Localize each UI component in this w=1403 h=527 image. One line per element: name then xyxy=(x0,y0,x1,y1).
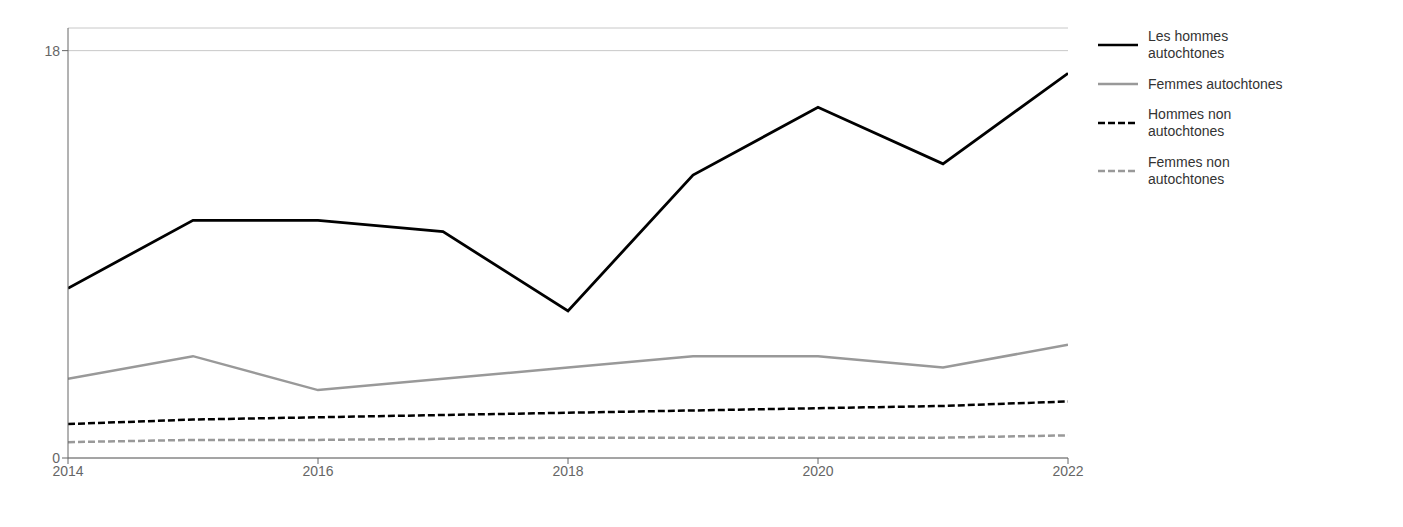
svg-text:2014: 2014 xyxy=(52,462,84,479)
html-text:Les hommes autochtones: Les hommes autochtones xyxy=(1148,28,1229,61)
html-text:Hommes non autochtones: Hommes non autochtones xyxy=(1148,106,1232,140)
svg-text:2020: 2020 xyxy=(802,463,833,479)
svg-text:18: 18 xyxy=(44,43,60,59)
html-text:Femmes autochtones: Femmes autochtones xyxy=(1148,75,1283,92)
svg-text:0: 0 xyxy=(52,450,60,466)
svg-text:2016: 2016 xyxy=(302,463,333,479)
html-text:Femmes non autochtones: Femmes non autochtones xyxy=(1148,154,1230,187)
svg-text:2018: 2018 xyxy=(552,463,583,479)
svg-text:2022: 2022 xyxy=(1052,463,1083,479)
